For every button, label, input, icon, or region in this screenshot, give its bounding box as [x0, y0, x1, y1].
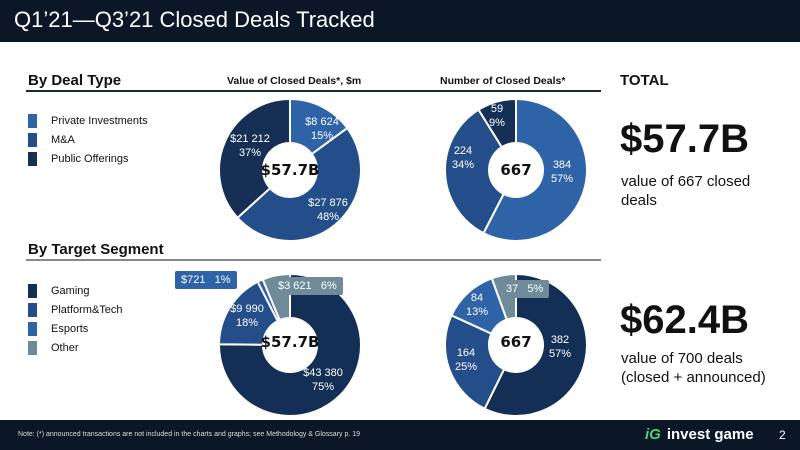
legend-swatch: [28, 341, 37, 355]
invest-game-logo: iG invest game: [645, 426, 754, 443]
legend-swatch: [28, 114, 37, 128]
section-deal-type: By Deal Type: [28, 72, 122, 89]
legend-label: Public Offerings: [51, 153, 129, 165]
divider: [26, 259, 601, 261]
legend-swatch: [28, 303, 37, 317]
slice-label: 224 34%: [451, 145, 475, 171]
page-number: 2: [779, 428, 786, 442]
value-column-title: Value of Closed Deals*, $m: [227, 75, 362, 87]
legend-label: Private Investments: [51, 115, 148, 127]
legend-item: Public Offerings: [28, 151, 148, 167]
donut-slice-private-investments: [444, 108, 505, 235]
donut-slice-gaming: [218, 272, 362, 417]
legend-swatch: [28, 152, 37, 166]
legend-item: Platform&Tech: [28, 302, 123, 318]
total-desc-closed: value of 667 closed deals: [621, 173, 751, 209]
donut-slice-gaming: [483, 272, 588, 417]
legend-item: Private Investments: [28, 113, 148, 129]
legend-label: Other: [51, 342, 79, 354]
donut-center-label: $57.7B: [260, 333, 320, 351]
legend-swatch: [28, 133, 37, 147]
slice-label: $21 212 37%: [230, 133, 270, 159]
section-target-segment: By Target Segment: [28, 241, 164, 258]
logo-mark-icon: iG: [645, 426, 661, 443]
slice-label: $43 380 75%: [303, 367, 343, 393]
legend-swatch: [28, 284, 37, 298]
legend-label: Esports: [51, 323, 89, 335]
donut-center-label: 667: [500, 161, 532, 179]
slice-label: 384 57%: [550, 159, 574, 185]
legend-swatch: [28, 322, 37, 336]
donut-center-label: $57.7B: [260, 161, 320, 179]
count-column-title: Number of Closed Deals*: [440, 75, 566, 87]
total-desc-all: value of 700 deals (closed + announced): [621, 350, 766, 386]
divider: [26, 90, 601, 92]
slice-label: 59 9%: [489, 103, 505, 129]
footnote: Note: (*) announced transactions are not…: [18, 431, 361, 438]
total-value-closed: $57.7B: [620, 117, 749, 161]
legend-item: Other: [28, 340, 123, 356]
legend-deal-type: Private Investments M&A Public Offerings: [28, 113, 148, 170]
legend-item: Esports: [28, 321, 123, 337]
legend-label: Gaming: [51, 285, 90, 297]
slice-label: $9 990 18%: [230, 303, 264, 329]
slice-callout: 37 5%: [500, 280, 550, 298]
slice-label: 382 57%: [548, 334, 572, 360]
slice-label: 164 25%: [454, 347, 478, 373]
legend-label: M&A: [51, 134, 75, 146]
page-title: Q1’21—Q3’21 Closed Deals Tracked: [14, 7, 375, 32]
donut-slice-public-offerings: [477, 97, 517, 149]
legend-segment: Gaming Platform&Tech Esports Other: [28, 283, 123, 359]
legend-item: M&A: [28, 132, 148, 148]
slice-callout: $3 621 6%: [272, 277, 343, 295]
slice-label: 84 13%: [465, 292, 489, 318]
slice-callout: $721 1%: [175, 271, 237, 289]
donut-slice-m-a: [236, 126, 362, 242]
header: Q1’21—Q3’21 Closed Deals Tracked: [0, 0, 800, 42]
donut-center-label: 667: [500, 333, 532, 351]
legend-item: Gaming: [28, 283, 123, 299]
donut-slice-m-a: [482, 97, 588, 242]
legend-label: Platform&Tech: [51, 304, 123, 316]
footer: Note: (*) announced transactions are not…: [0, 420, 800, 450]
total-title: TOTAL: [620, 72, 669, 89]
donut-slice-public-offerings: [218, 97, 291, 220]
total-value-all: $62.4B: [620, 298, 749, 342]
slice-label: $27 876 48%: [308, 197, 348, 223]
donut-slice-platform-tech: [444, 314, 506, 411]
slice-label: $8 624 15%: [305, 116, 339, 142]
